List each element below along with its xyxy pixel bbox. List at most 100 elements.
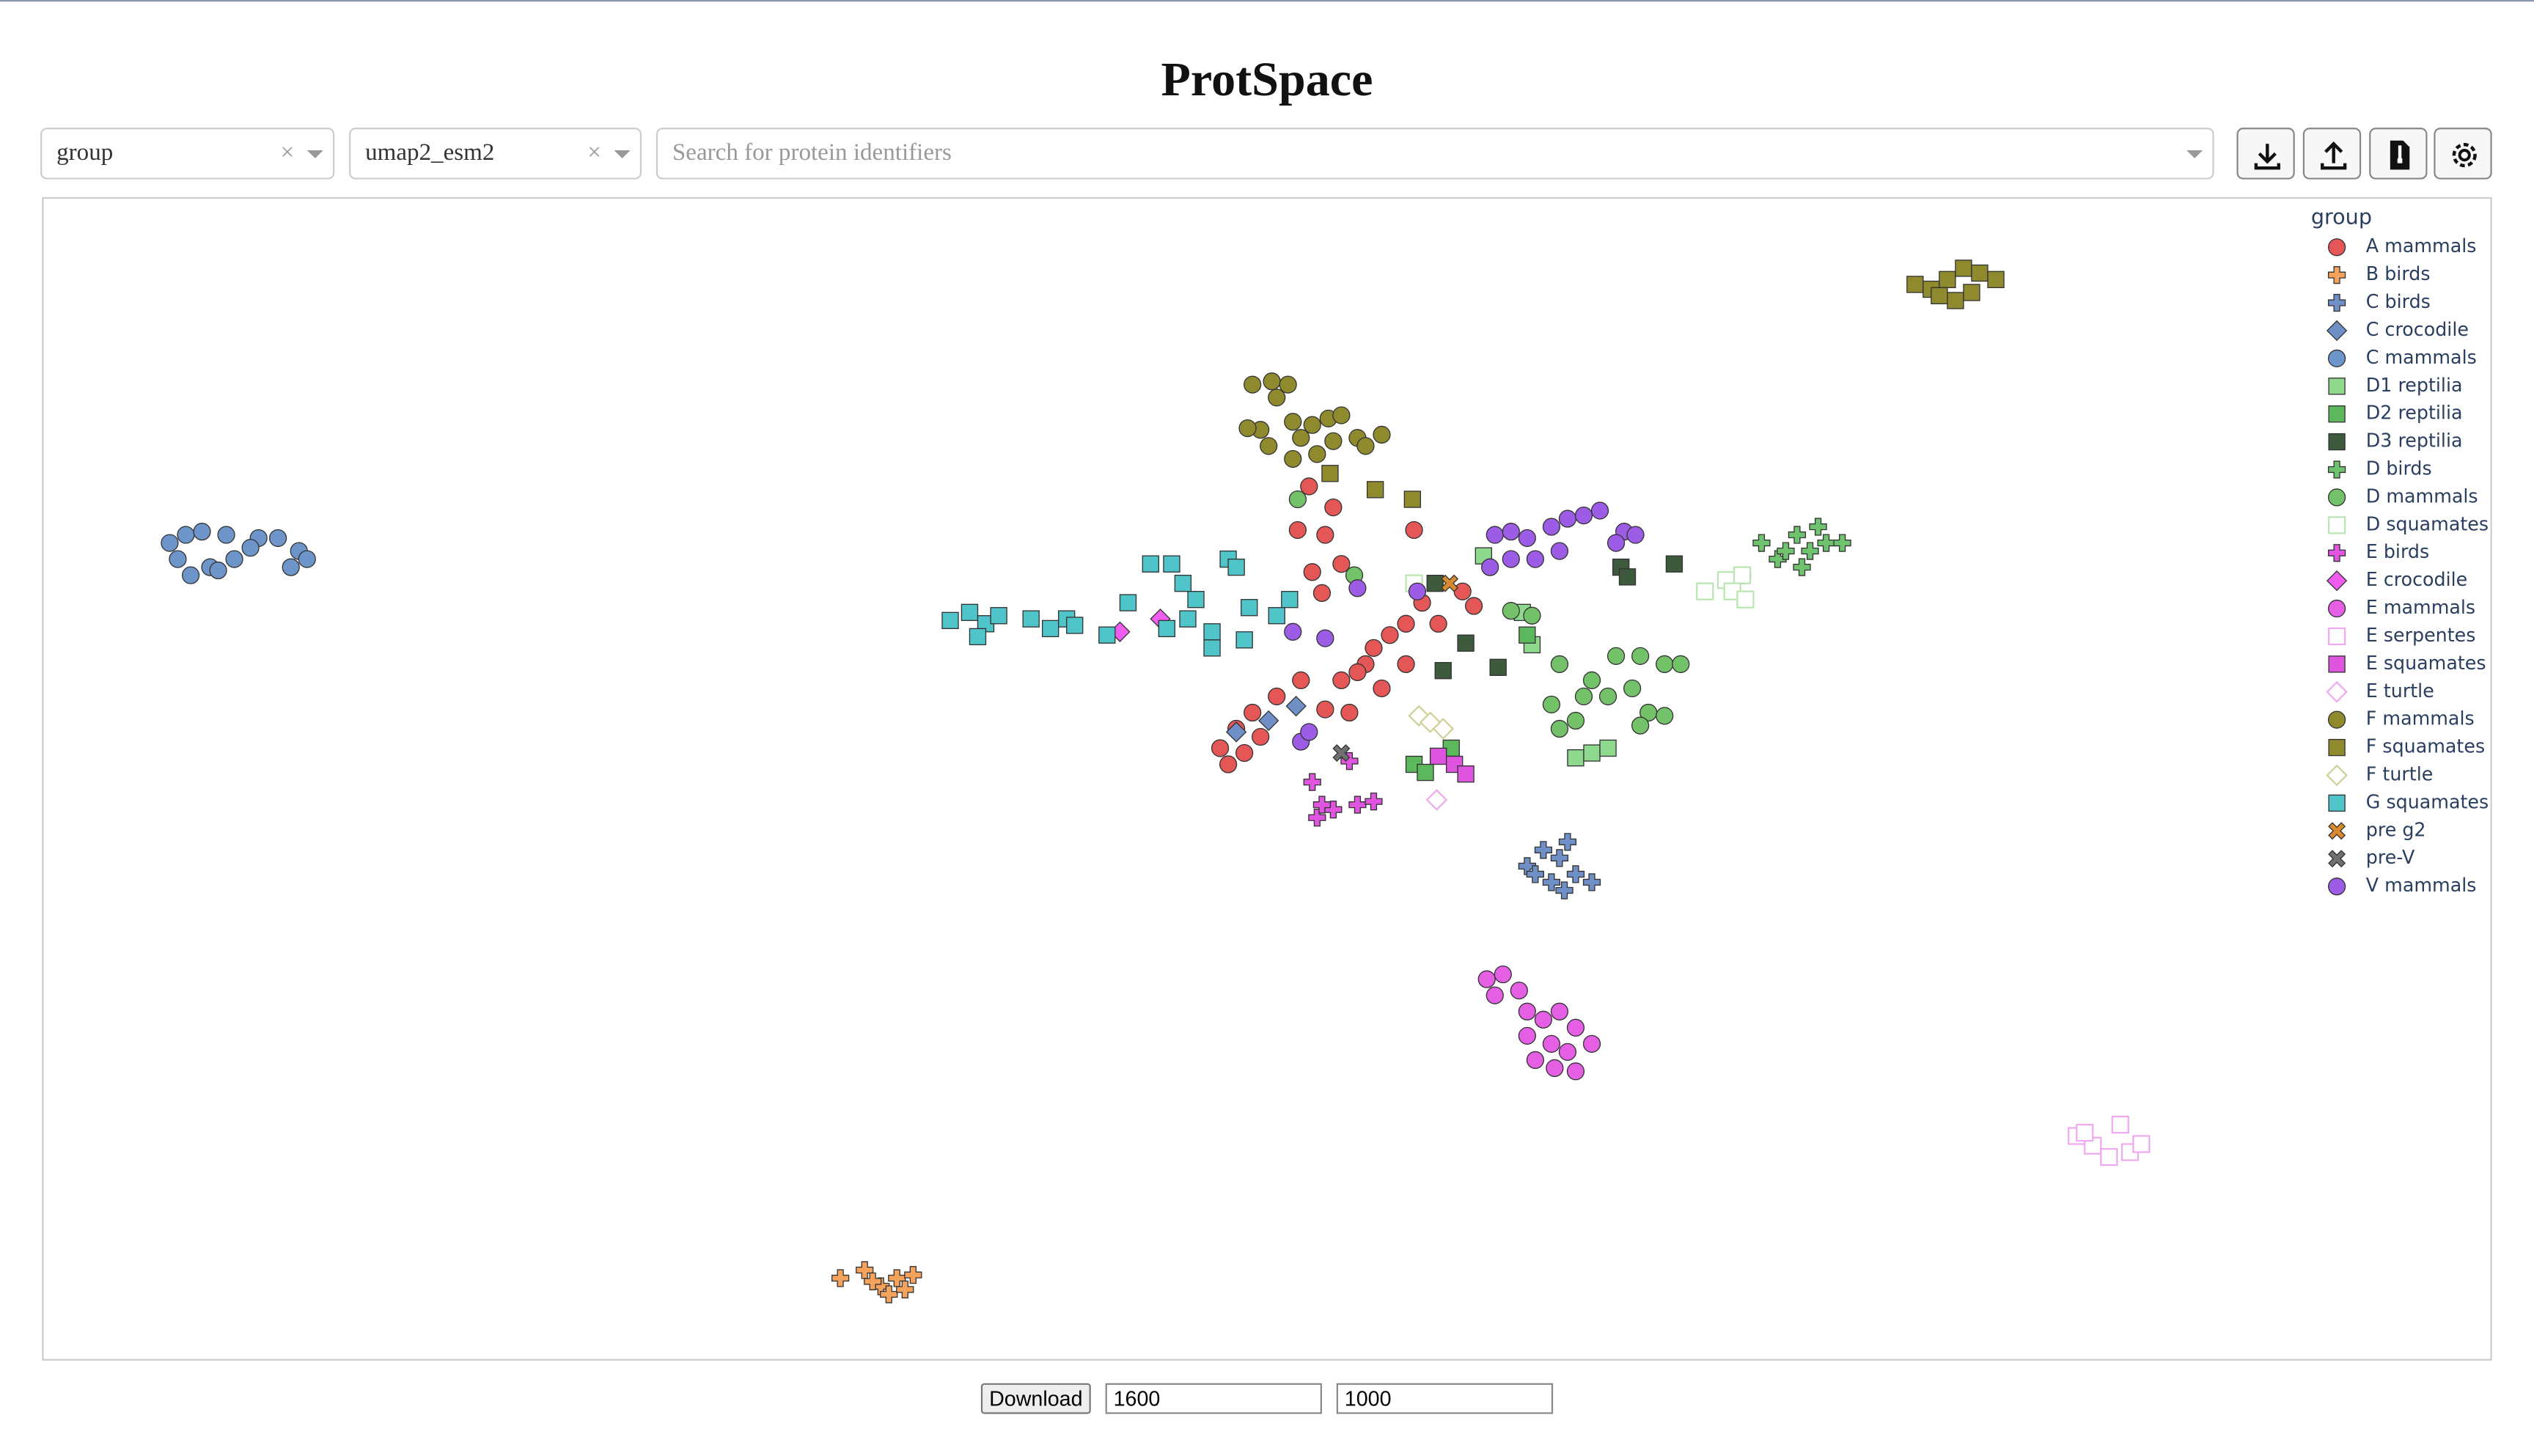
data-point [1429, 614, 1447, 633]
data-point [1542, 1034, 1561, 1053]
settings-button[interactable] [2434, 128, 2492, 180]
legend-symbol [2328, 405, 2346, 423]
data-point [2100, 1148, 2118, 1166]
data-point [1260, 437, 1278, 455]
data-point [1211, 739, 1230, 757]
data-point [1518, 529, 1536, 548]
data-point [1574, 506, 1593, 525]
legend-label: F mammals [2366, 707, 2475, 729]
data-point [209, 561, 227, 580]
data-point [225, 550, 243, 568]
data-point [1348, 663, 1367, 682]
data-point [1485, 986, 1504, 1004]
legend-symbol [2326, 764, 2348, 787]
download-export-button[interactable]: Download [980, 1383, 1091, 1414]
legend-symbol [2327, 878, 2346, 896]
data-point [1284, 413, 1302, 431]
legend-symbol [2327, 599, 2346, 618]
data-point [1947, 292, 1964, 309]
data-point [1801, 542, 1819, 560]
data-point [1238, 419, 1257, 438]
legend-label: D squamates [2366, 512, 2489, 534]
data-point [1599, 739, 1617, 757]
color-by-select[interactable]: group × [40, 128, 335, 180]
upload-button[interactable] [2302, 128, 2362, 180]
data-point [1263, 372, 1281, 391]
data-point [1550, 719, 1569, 738]
data-point [1119, 594, 1137, 611]
legend-label: D mammals [2366, 485, 2478, 507]
data-point [1203, 639, 1221, 657]
data-point [241, 539, 260, 557]
data-point [1419, 711, 1442, 734]
data-point [1583, 744, 1601, 762]
data-point [1489, 658, 1507, 676]
data-point [1300, 477, 1318, 496]
file-button[interactable] [2369, 128, 2428, 180]
download-button[interactable] [2236, 128, 2295, 180]
projection-select[interactable]: umap2_esm2 × [349, 128, 642, 180]
legend-symbol [2327, 349, 2346, 367]
data-point [1518, 626, 1536, 644]
search-input[interactable]: Search for protein identifiers [655, 128, 2214, 180]
legend-label: E serpentes [2366, 624, 2476, 646]
legend-symbol [2326, 681, 2348, 703]
data-point [1284, 449, 1302, 468]
data-point [1566, 711, 1585, 730]
data-point [1365, 639, 1383, 657]
data-point [1526, 1051, 1545, 1070]
data-point [298, 550, 316, 568]
data-point [1987, 271, 2005, 288]
data-point [1542, 873, 1561, 891]
data-point [1752, 534, 1771, 552]
legend-symbol [2326, 570, 2348, 592]
data-point [1656, 707, 1674, 725]
legend-label: E turtle [2366, 680, 2434, 702]
search-placeholder: Search for protein identifiers [672, 140, 952, 167]
data-point [1502, 602, 1520, 620]
data-point [1252, 727, 1270, 746]
data-point [864, 1272, 882, 1290]
data-point [1281, 591, 1299, 608]
data-point [1550, 655, 1569, 674]
data-point [1397, 655, 1415, 674]
data-point [1187, 591, 1205, 608]
data-point [1733, 566, 1752, 584]
data-point [1623, 679, 1642, 698]
data-point [1348, 579, 1367, 598]
data-point [1526, 550, 1545, 568]
data-point [1534, 841, 1553, 859]
legend-symbol [2327, 460, 2346, 479]
data-point [1235, 743, 1254, 762]
legend-label: pre-V [2366, 846, 2415, 868]
data-point [1558, 833, 1577, 851]
data-point [1558, 1043, 1577, 1061]
data-point [2132, 1135, 2151, 1153]
data-point [1303, 416, 1321, 434]
width-input[interactable]: 1600 [1105, 1383, 1322, 1414]
data-point [1408, 582, 1427, 600]
legend-symbol [2328, 794, 2346, 812]
legend-label: C mammals [2366, 346, 2477, 368]
data-point [1769, 550, 1787, 568]
data-point [1066, 617, 1084, 634]
data-point [1332, 406, 1351, 424]
data-point [1582, 873, 1601, 891]
data-point [282, 558, 300, 576]
data-point [1526, 865, 1545, 883]
data-point [1340, 703, 1359, 722]
data-point [1203, 623, 1221, 641]
data-point [1672, 655, 1690, 674]
data-point [1426, 574, 1444, 592]
data-point [1606, 534, 1626, 552]
height-input[interactable]: 1000 [1336, 1383, 1554, 1414]
data-point [1356, 437, 1375, 455]
data-point [193, 523, 211, 541]
data-point [169, 550, 187, 568]
data-point [177, 526, 195, 544]
legend-label: F turtle [2366, 763, 2434, 785]
data-point [1481, 558, 1499, 576]
legend-symbol [2327, 544, 2346, 562]
data-point [1288, 490, 1307, 509]
data-point [1809, 518, 1827, 536]
